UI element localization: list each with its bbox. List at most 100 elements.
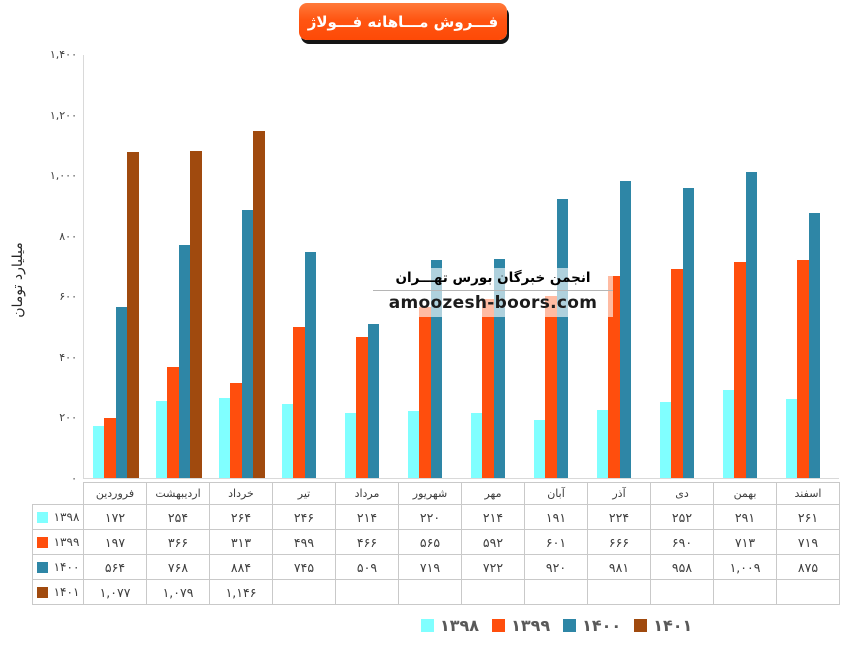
value-cell: ۱۹۱ <box>524 504 588 530</box>
month-header-cell: بهمن <box>713 482 777 505</box>
value-cell: ۱,۰۷۷ <box>83 579 147 605</box>
bar-۱۳۹۹-بهمن <box>734 262 746 478</box>
month-header-cell: فروردین <box>83 482 147 505</box>
bar-۱۴۰۰-فروردین <box>115 307 128 478</box>
bar-۱۳۹۸-آبان <box>534 420 546 478</box>
bar-۱۴۰۰-بهمن <box>745 172 758 478</box>
value-cell: ۷۴۵ <box>272 554 336 580</box>
bar-۱۴۰۱-خرداد <box>253 130 265 478</box>
bar-۱۳۹۹-تیر <box>293 326 305 478</box>
bar-۱۳۹۸-بهمن <box>723 389 735 478</box>
value-cell: ۳۱۳ <box>209 529 273 555</box>
bar-۱۳۹۸-فروردین <box>93 425 105 478</box>
bar-۱۴۰۰-آذر <box>619 180 632 478</box>
legend-label: ۱۴۰۱ <box>653 616 693 635</box>
legend-item-۱۳۹۹: ۱۳۹۹ <box>492 616 550 635</box>
bar-۱۳۹۹-شهریور <box>419 306 431 478</box>
value-cell <box>587 579 651 605</box>
month-header-cell: دی <box>650 482 714 505</box>
watermark-divider <box>373 290 613 291</box>
bar-۱۳۹۹-دی <box>671 269 683 478</box>
y-axis-ticks: ۰ ۲۰۰ ۴۰۰ ۶۰۰ ۸۰۰ ۱,۰۰۰ ۱,۲۰۰ ۱,۴۰۰ <box>30 48 77 485</box>
legend-item-۱۴۰۱: ۱۴۰۱ <box>634 616 692 635</box>
bar-۱۳۹۸-اسفند <box>786 398 798 478</box>
month-header-cell: شهریور <box>398 482 462 505</box>
bar-۱۳۹۸-اردیبهشت <box>156 401 168 478</box>
value-cell: ۸۸۴ <box>209 554 273 580</box>
bar-۱۳۹۹-آذر <box>608 276 620 478</box>
y-tick-label: ۱,۰۰۰ <box>49 169 77 183</box>
bar-۱۳۹۹-خرداد <box>230 383 242 478</box>
value-cell: ۵۹۲ <box>461 529 525 555</box>
legend-item-۱۳۹۸: ۱۳۹۸ <box>421 616 479 635</box>
series-year-label: ۱۳۹۹ <box>53 535 80 549</box>
bar-۱۴۰۰-خرداد <box>241 210 254 478</box>
month-header-cell: خرداد <box>209 482 273 505</box>
month-header-cell: اسفند <box>776 482 840 505</box>
value-cell: ۳۶۶ <box>146 529 210 555</box>
month-header-cell: مهر <box>461 482 525 505</box>
legend-swatch-icon <box>563 619 577 632</box>
chart-title-banner: فـــروش مـــاهانه فـــولاژ <box>299 3 507 40</box>
value-cell: ۱,۰۷۹ <box>146 579 210 605</box>
legend-label: ۱۴۰۰ <box>582 616 622 635</box>
bar-۱۳۹۹-فروردین <box>104 418 116 478</box>
data-table: فروردین اردیبهشت خرداد تیر مرداد شهریور مهر آبا… <box>32 482 840 605</box>
value-cell: ۷۱۳ <box>713 529 777 555</box>
value-cell <box>272 579 336 605</box>
value-cell: ۶۶۶ <box>587 529 651 555</box>
bar-۱۴۰۰-دی <box>682 187 695 478</box>
series-swatch-icon <box>36 586 48 598</box>
bar-۱۴۰۰-اسفند <box>808 213 821 478</box>
legend-label: ۱۳۹۹ <box>511 616 551 635</box>
bar-۱۳۹۸-شهریور <box>408 411 420 478</box>
value-cell: ۲۴۶ <box>272 504 336 530</box>
legend-item-۱۴۰۰: ۱۴۰۰ <box>563 616 621 635</box>
value-cell: ۲۶۴ <box>209 504 273 530</box>
value-cell <box>776 579 840 605</box>
table-row: ۱۴۰۱ ۱,۰۷۷ ۱,۰۷۹ ۱,۱۴۶ <box>32 579 840 605</box>
value-cell: ۵۶۵ <box>398 529 462 555</box>
value-cell <box>335 579 399 605</box>
value-cell: ۶۰۱ <box>524 529 588 555</box>
bar-۱۳۹۹-مهر <box>482 298 494 478</box>
value-cell: ۵۶۴ <box>83 554 147 580</box>
y-tick-label: ۶۰۰ <box>59 290 77 304</box>
value-cell <box>650 579 714 605</box>
value-cell: ۲۱۴ <box>335 504 399 530</box>
value-cell: ۱۷۲ <box>83 504 147 530</box>
legend: ۱۳۹۸ ۱۳۹۹ ۱۴۰۰ ۱۴۰۱ <box>421 616 692 635</box>
plot-area <box>83 55 839 479</box>
month-header-cell: اردیبهشت <box>146 482 210 505</box>
value-cell: ۲۱۴ <box>461 504 525 530</box>
value-cell: ۲۹۱ <box>713 504 777 530</box>
value-cell: ۷۶۸ <box>146 554 210 580</box>
legend-label: ۱۳۹۸ <box>440 616 480 635</box>
bar-۱۳۹۸-دی <box>660 401 672 478</box>
value-cell: ۲۲۰ <box>398 504 462 530</box>
series-swatch-icon <box>36 561 48 573</box>
series-swatch-icon <box>36 511 48 523</box>
value-cell: ۷۱۹ <box>398 554 462 580</box>
value-cell <box>524 579 588 605</box>
y-tick-label: ۱,۲۰۰ <box>49 108 77 122</box>
value-cell: ۹۵۸ <box>650 554 714 580</box>
watermark-line2: amoozesh-boors.com <box>373 291 613 317</box>
legend-swatch-icon <box>421 619 434 632</box>
bar-۱۴۰۰-تیر <box>304 252 317 478</box>
y-axis-title: میلیارد تومان <box>10 242 26 318</box>
bar-۱۴۰۰-شهریور <box>430 260 443 478</box>
chart-title-text: فـــروش مـــاهانه فـــولاژ <box>307 12 499 31</box>
table-row: ۱۴۰۰ ۵۶۴ ۷۶۸ ۸۸۴ ۷۴۵ ۵۰۹ ۷۱۹ ۷۲۲ ۹۲۰ ۹۸۱ ۹۵۸ ۱,۰۰۹ ۸… <box>32 554 840 580</box>
year-label-cell: ۱۳۹۹ <box>32 529 84 555</box>
bar-۱۳۹۹-آبان <box>545 295 557 478</box>
series-year-label: ۱۴۰۰ <box>53 560 80 574</box>
table-row: ۱۳۹۸ ۱۷۲ ۲۵۴ ۲۶۴ ۲۴۶ ۲۱۴ ۲۲۰ ۲۱۴ ۱۹۱ ۲۲۴ ۲۵۲ ۲۹۱ ۲۶۱ <box>32 504 840 530</box>
month-header-cell: آذر <box>587 482 651 505</box>
watermark-line1: انجمن خبرگان بورس تهـــران <box>373 268 613 290</box>
bar-۱۳۹۸-خرداد <box>219 398 231 478</box>
bar-۱۳۹۸-مهر <box>471 413 483 478</box>
bar-۱۴۰۱-اردیبهشت <box>190 151 202 478</box>
year-label-cell: ۱۴۰۱ <box>32 579 84 605</box>
